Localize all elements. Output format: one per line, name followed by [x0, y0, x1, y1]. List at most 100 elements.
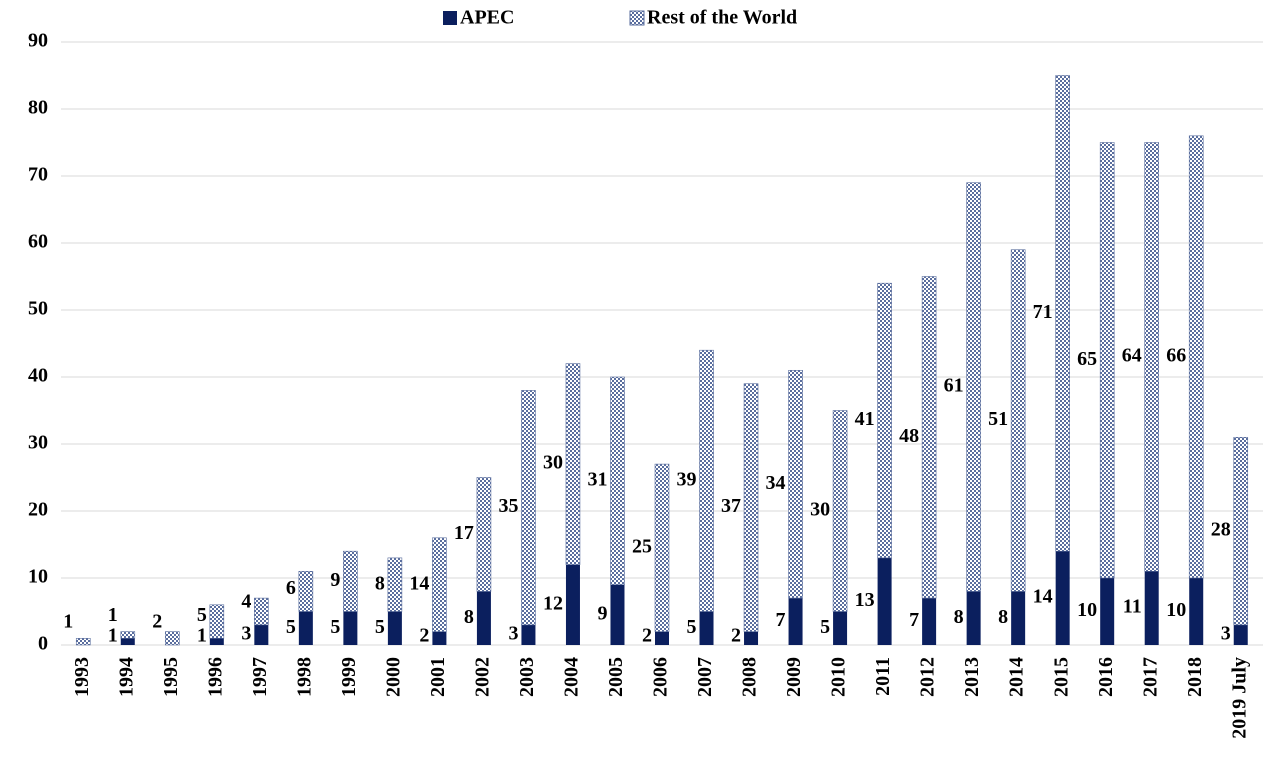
bar-segment [921, 276, 937, 599]
data-label: 10 [1077, 599, 1097, 621]
data-label: 1 [108, 625, 118, 647]
x-tick-label: 2002 [472, 657, 494, 697]
data-label: 3 [241, 623, 251, 645]
bar-segment [521, 390, 536, 626]
bar-segment [476, 591, 491, 645]
bar-segment [744, 631, 759, 645]
bar-segment [1189, 578, 1204, 645]
bar-segment [521, 624, 536, 645]
bar-segment [1011, 591, 1026, 645]
bar-segment [832, 410, 848, 612]
bar-segment [610, 376, 625, 585]
x-tick-label: 2006 [650, 657, 672, 697]
x-tick-label: 1998 [293, 657, 315, 697]
data-label: 6 [286, 577, 296, 599]
data-label: 41 [855, 408, 875, 430]
bar-segment [1233, 436, 1249, 626]
x-tick-label: 2001 [427, 657, 449, 697]
x-tick-label: 1999 [338, 657, 360, 697]
data-label: 2 [642, 625, 652, 647]
bar-segment [343, 550, 358, 612]
y-tick-label: 10 [28, 566, 48, 588]
x-tick-label: 2013 [961, 657, 983, 697]
bar-segment [833, 611, 848, 645]
bar-segment [655, 631, 669, 645]
bar-segment [254, 624, 269, 645]
data-label: 65 [1077, 348, 1097, 370]
x-tick-label: 2015 [1050, 657, 1072, 697]
data-label: 17 [454, 522, 474, 544]
bar-segment [788, 369, 803, 599]
y-tick-label: 70 [28, 164, 48, 186]
data-label: 71 [1033, 301, 1053, 323]
bar-segment [699, 611, 714, 645]
data-label: 8 [375, 572, 385, 594]
data-label: 35 [498, 495, 518, 517]
bar-segment [298, 611, 313, 645]
bar-segment [120, 638, 135, 645]
bar-segment [565, 363, 581, 565]
legend-label: Rest of the World [647, 7, 797, 29]
bar-segment [1144, 571, 1159, 645]
bar-segment [1055, 551, 1070, 645]
x-tick-label: 2016 [1095, 657, 1117, 697]
bar-segment [1233, 624, 1248, 645]
y-tick-label: 20 [28, 499, 48, 521]
x-tick-label: 2009 [783, 657, 805, 697]
data-label: 64 [1122, 344, 1142, 366]
y-tick-label: 90 [28, 30, 48, 52]
data-label: 10 [1166, 599, 1186, 621]
bar-segment [432, 537, 447, 632]
data-label: 66 [1166, 344, 1186, 366]
x-tick-label: 2010 [828, 657, 850, 697]
y-tick-label: 80 [28, 97, 48, 119]
data-label: 30 [810, 499, 830, 521]
data-label: 12 [543, 592, 563, 614]
data-label: 3 [1221, 623, 1231, 645]
bar-segment [209, 638, 224, 645]
bar-segment [877, 282, 892, 559]
data-label: 1 [108, 604, 118, 626]
bar-segment [654, 463, 670, 632]
data-label: 34 [766, 472, 786, 494]
data-label: 2 [731, 625, 741, 647]
bar-segment [164, 631, 180, 646]
bar-segment [922, 598, 937, 645]
y-tick-label: 30 [28, 432, 48, 454]
x-tick-label: 2004 [561, 657, 583, 697]
bar-segment [254, 597, 269, 626]
x-tick-label: 2011 [872, 657, 894, 696]
data-label: 31 [587, 468, 607, 490]
x-tick-label: 2000 [382, 657, 404, 697]
y-tick-label: 0 [38, 633, 48, 655]
data-label: 8 [954, 606, 964, 628]
data-label: 5 [330, 616, 340, 638]
x-tick-label: 2007 [694, 657, 716, 697]
data-label: 5 [286, 616, 296, 638]
bar-segment [1010, 249, 1026, 592]
y-tick-label: 60 [28, 231, 48, 253]
data-label: 39 [677, 468, 697, 490]
legend-swatch [443, 11, 457, 25]
bar-segment [966, 182, 981, 592]
x-tick-label: 2012 [917, 657, 939, 697]
data-label: 5 [820, 616, 830, 638]
legend-swatch [629, 10, 645, 26]
bar-segment [1099, 142, 1115, 579]
x-tick-label: 2019 July [1228, 657, 1250, 739]
x-tick-label: 1997 [249, 657, 271, 697]
data-label: 61 [944, 375, 964, 397]
bar-segment [120, 631, 136, 639]
data-label: 3 [508, 623, 518, 645]
x-tick-label: 2014 [1006, 657, 1028, 697]
data-label: 9 [330, 569, 340, 591]
data-label: 1 [63, 611, 73, 633]
data-label: 48 [899, 425, 919, 447]
data-label: 4 [241, 590, 251, 612]
x-tick-label: 1995 [160, 657, 182, 697]
bar-segment [387, 611, 402, 645]
data-label: 5 [687, 616, 697, 638]
bar-segment [1188, 135, 1204, 579]
bar-segment [877, 557, 892, 645]
